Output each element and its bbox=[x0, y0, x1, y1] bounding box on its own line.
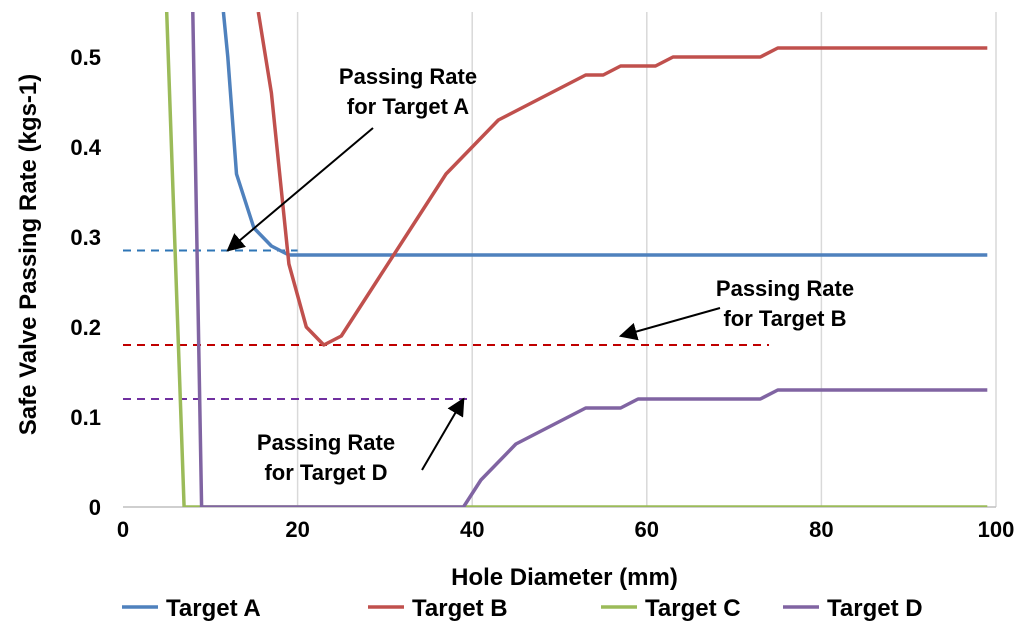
legend-item-target-c: Target C bbox=[601, 595, 741, 622]
x-tick-label: 60 bbox=[635, 517, 659, 542]
legend-label: Target C bbox=[645, 595, 741, 622]
y-tick-label: 0.1 bbox=[70, 405, 101, 430]
annotation-text: Passing Rate bbox=[339, 64, 477, 89]
annotation-text: for Target A bbox=[347, 94, 469, 119]
reference-lines bbox=[123, 249, 770, 400]
annotation-arrow bbox=[618, 307, 721, 341]
annotation-arrow bbox=[226, 127, 374, 252]
annotation-target-d: Passing Rate for Target D bbox=[257, 397, 465, 485]
annotation-target-b: Passing Rate for Target B bbox=[618, 276, 854, 341]
y-tick-label: 0.5 bbox=[70, 45, 101, 70]
legend-item-target-b: Target B bbox=[368, 595, 508, 622]
grid bbox=[296, 12, 997, 507]
legend-label: Target D bbox=[827, 595, 923, 622]
x-axis-title: Hole Diameter (mm) bbox=[451, 564, 678, 591]
annotation-arrow bbox=[421, 397, 465, 471]
legend: Target A Target B Target C Target D bbox=[122, 595, 923, 622]
legend-item-target-a: Target A bbox=[122, 595, 261, 622]
annotation-text: for Target B bbox=[723, 306, 846, 331]
x-tick-label: 20 bbox=[285, 517, 309, 542]
annotations: Passing Rate for Target A Passing Rate for … bbox=[226, 64, 854, 485]
annotation-text: for Target D bbox=[264, 460, 387, 485]
x-tick-label: 80 bbox=[809, 517, 833, 542]
annotation-text: Passing Rate bbox=[716, 276, 854, 301]
series-line-target-c bbox=[164, 12, 988, 507]
x-tick-label: 40 bbox=[460, 517, 484, 542]
legend-label: Target A bbox=[166, 595, 261, 622]
y-tick-label: 0.4 bbox=[70, 135, 101, 160]
series-line-target-d bbox=[191, 12, 988, 507]
y-tick-label: 0.3 bbox=[70, 225, 101, 250]
y-tick-label: 0.2 bbox=[70, 315, 101, 340]
annotation-text: Passing Rate bbox=[257, 430, 395, 455]
legend-item-target-d: Target D bbox=[783, 595, 923, 622]
x-tick-label: 100 bbox=[978, 517, 1015, 542]
y-tick-label: 0 bbox=[89, 495, 101, 520]
series-line-target-b bbox=[256, 12, 988, 347]
legend-label: Target B bbox=[412, 595, 508, 622]
y-axis-title: Safe Valve Passing Rate (kgs-1) bbox=[15, 74, 42, 436]
axes: Hole Diameter (mm) Safe Valve Passing Ra… bbox=[15, 45, 1014, 591]
x-tick-label: 0 bbox=[117, 517, 129, 542]
annotation-target-a: Passing Rate for Target A bbox=[226, 64, 477, 252]
